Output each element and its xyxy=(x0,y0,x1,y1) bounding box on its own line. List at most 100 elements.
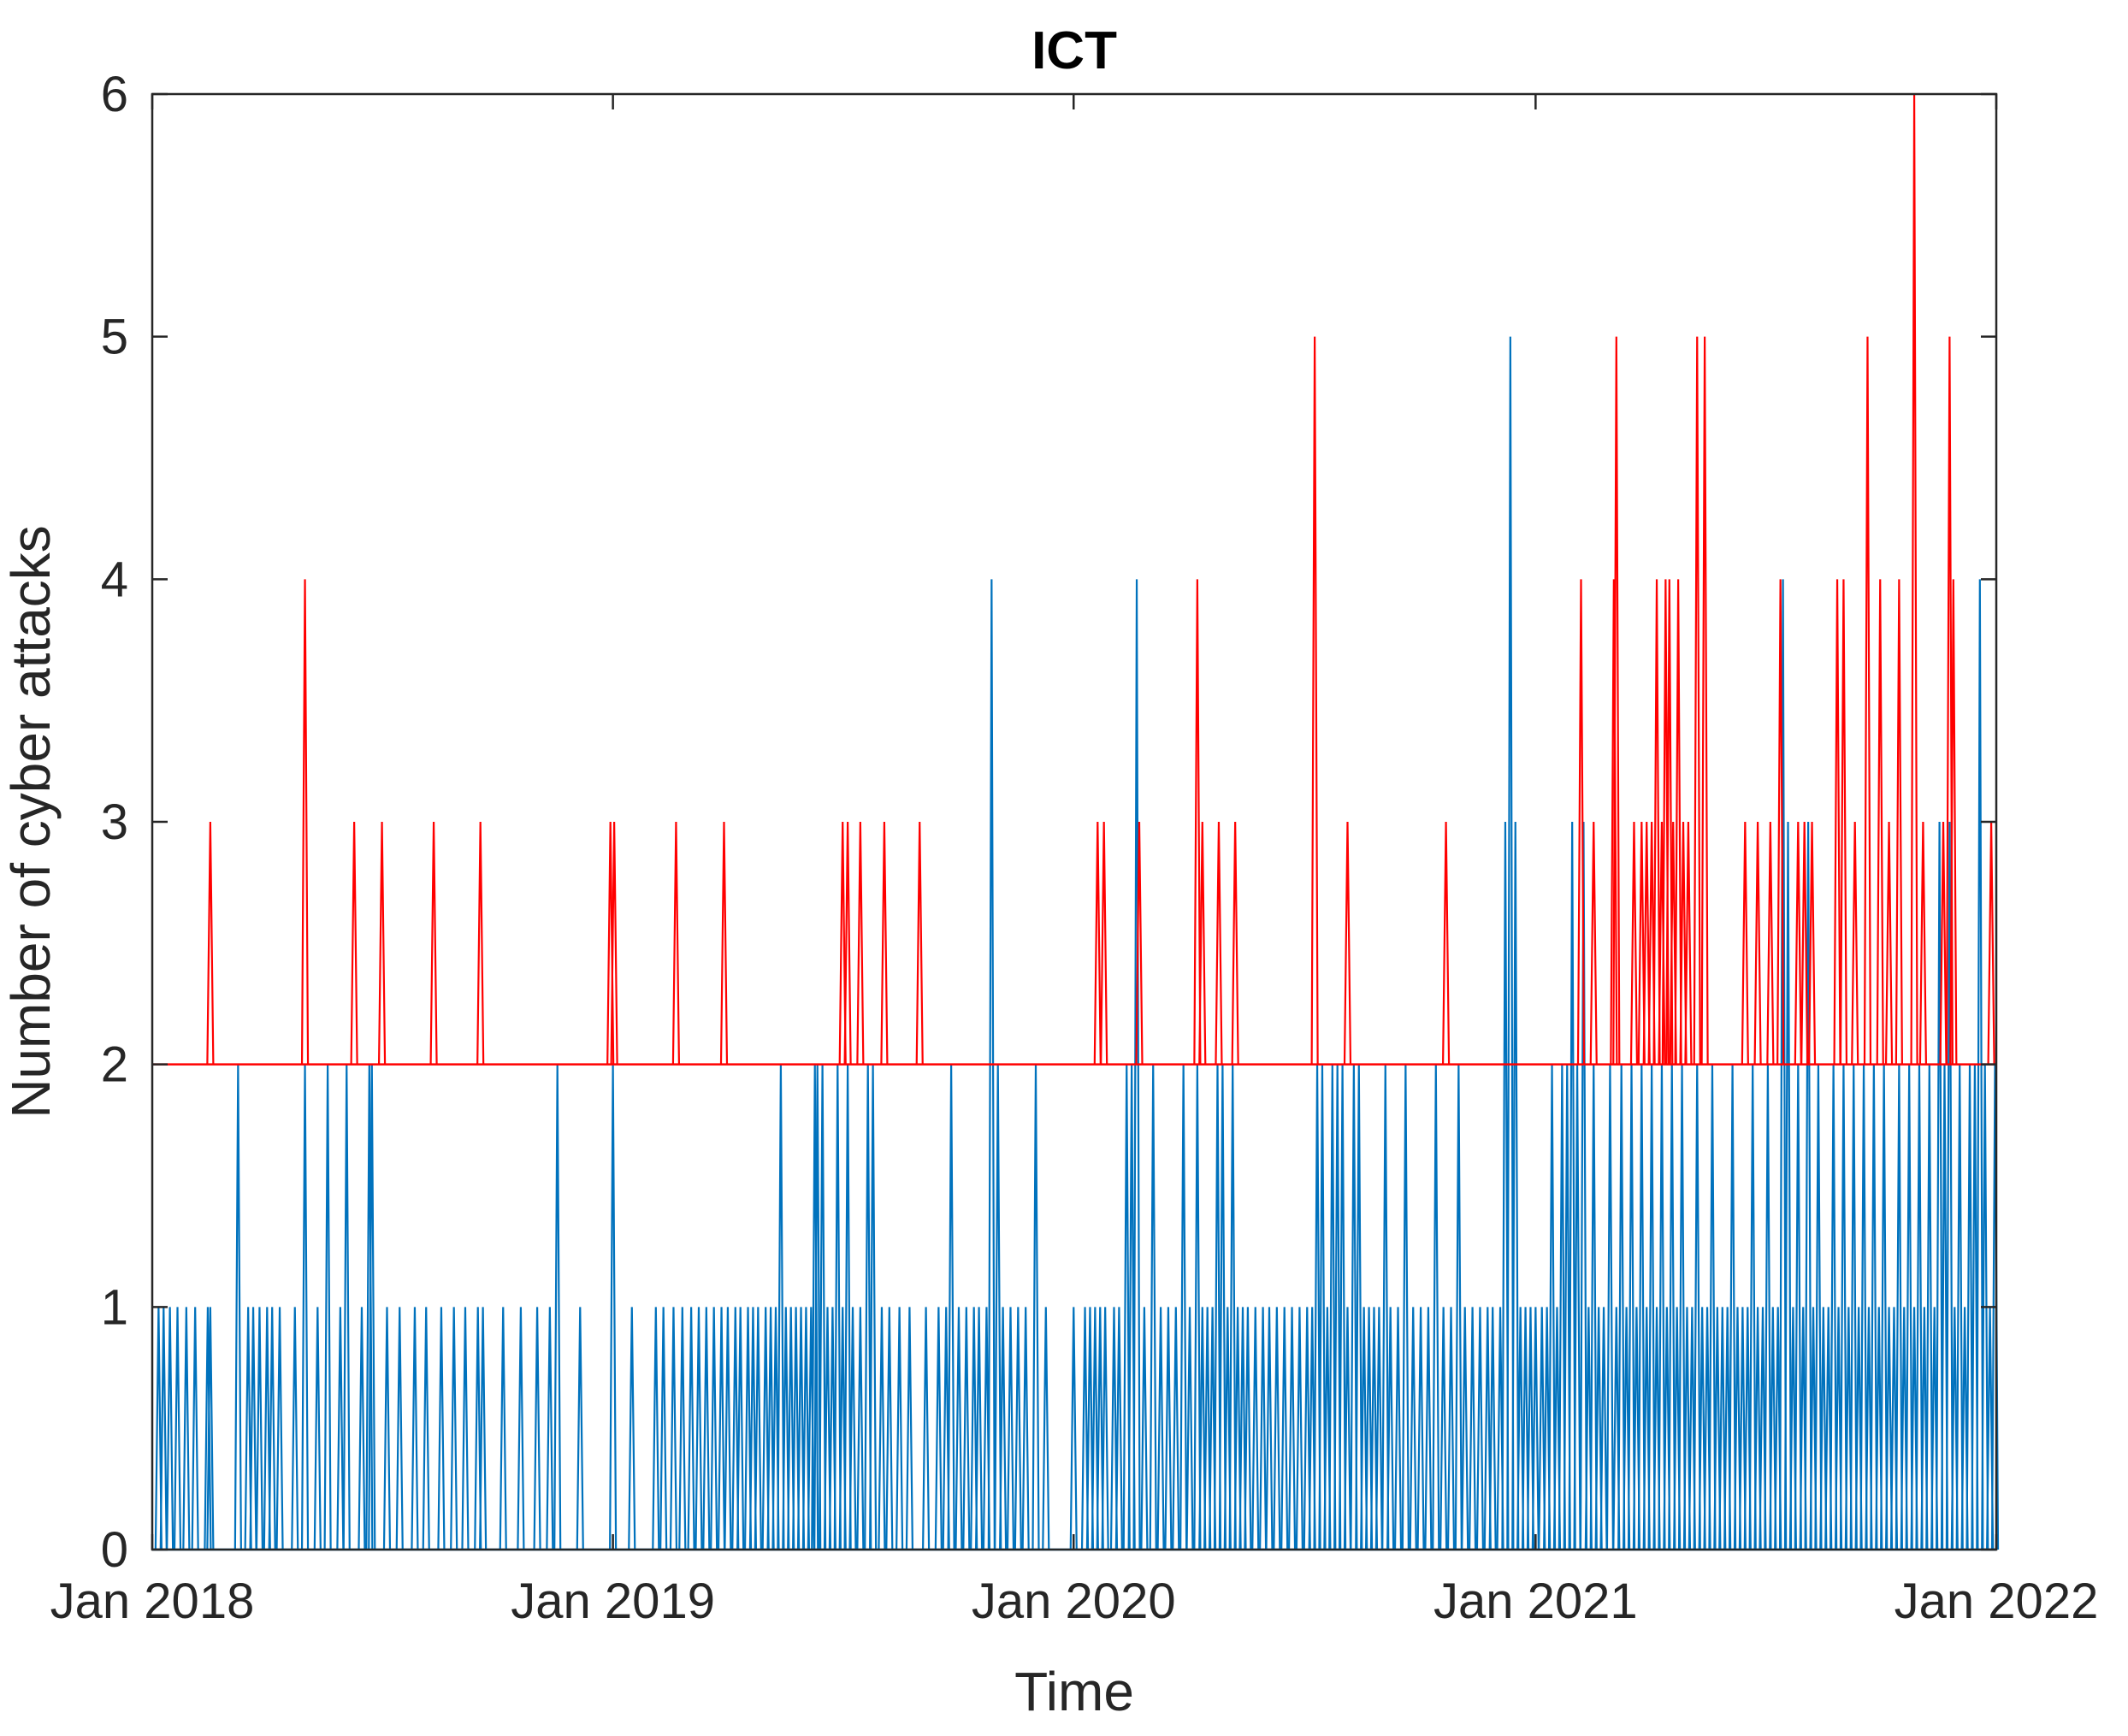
series-0-spike xyxy=(823,1307,832,1550)
series-0-spike xyxy=(1599,1307,1608,1550)
series-0-spike xyxy=(450,1307,458,1550)
series-0-spike xyxy=(206,1307,215,1550)
series-1-spike xyxy=(1949,579,1958,1065)
series-0-spike xyxy=(1682,1307,1692,1550)
series-0-spike xyxy=(1369,1307,1379,1550)
series-0-spike xyxy=(1698,1307,1706,1550)
series-0-spike xyxy=(1140,1307,1149,1550)
series-0-spike xyxy=(255,1307,264,1550)
series-0-spike xyxy=(1386,1307,1395,1550)
series-1-spike xyxy=(1231,821,1239,1065)
series-1-spike xyxy=(1637,821,1646,1065)
series-0-spike xyxy=(1738,1307,1747,1550)
series-0-spike xyxy=(1579,821,1588,1550)
y-tick-label: 6 xyxy=(101,67,128,122)
series-1-spike xyxy=(915,821,924,1065)
x-tick-label: Jan 2021 xyxy=(1433,1574,1638,1629)
series-0-spike xyxy=(1538,1307,1546,1550)
series-0-spike xyxy=(1014,1307,1022,1550)
series-1-spike xyxy=(1612,336,1621,1065)
series-0-spike xyxy=(249,1307,257,1550)
series-1-spike xyxy=(880,821,889,1065)
series-0-spike xyxy=(702,1307,711,1550)
series-1-spike xyxy=(1939,821,1948,1065)
series-0-spike xyxy=(1259,1307,1268,1550)
series-0-spike xyxy=(1475,1307,1485,1550)
series-1-spike xyxy=(1684,821,1693,1065)
series-1-spike xyxy=(610,821,618,1065)
series-0-spike xyxy=(1521,1307,1530,1550)
series-0-spike xyxy=(1238,1307,1247,1550)
series-1-spike xyxy=(1800,821,1809,1065)
series-0-spike xyxy=(659,1307,668,1550)
series-1-spike xyxy=(1135,821,1144,1065)
series-0-spike xyxy=(710,1307,718,1550)
series-0-spike xyxy=(1198,1307,1207,1550)
series-0-spike xyxy=(695,1307,703,1550)
series-0-spike xyxy=(987,579,996,1550)
series-0-spike xyxy=(792,1307,801,1550)
series-0-spike xyxy=(1085,1307,1095,1550)
series-1-spike xyxy=(1100,821,1108,1065)
series-0-spike xyxy=(1185,1307,1194,1550)
series-1-spike xyxy=(1766,821,1775,1065)
series-1-spike xyxy=(1807,821,1817,1065)
series-1-spike xyxy=(1343,821,1352,1065)
series-0-spike xyxy=(244,1307,252,1550)
series-0-spike xyxy=(754,1307,762,1550)
series-0-spike xyxy=(1091,1307,1099,1550)
series-0-spike xyxy=(848,1307,857,1550)
series-0-spike xyxy=(1733,1307,1742,1550)
series-1-spike xyxy=(1693,336,1701,1065)
y-tick-label: 0 xyxy=(101,1522,128,1578)
series-0-spike xyxy=(1265,1307,1274,1550)
series-0-spike xyxy=(1718,1307,1727,1550)
series-0-spike xyxy=(652,1307,660,1550)
series-0-spike xyxy=(1468,1307,1477,1550)
y-tick-label: 3 xyxy=(101,794,128,850)
series-0-spike xyxy=(1783,821,1793,1550)
series-1-spike xyxy=(1642,821,1651,1065)
series-1-spike xyxy=(1918,821,1928,1065)
series-0-spike xyxy=(1343,1307,1352,1550)
series-1-spike xyxy=(843,821,852,1065)
series-0-spike xyxy=(1461,1307,1469,1550)
series-0-spike xyxy=(1526,1307,1535,1550)
series-0-spike xyxy=(1446,1307,1456,1550)
series-1-spike xyxy=(429,821,438,1065)
series-0-spike xyxy=(1488,1307,1497,1550)
series-1-spike xyxy=(350,821,358,1065)
series-0-spike xyxy=(1374,1307,1383,1550)
series-0-spike xyxy=(1713,1307,1722,1550)
series-0-spike xyxy=(437,1307,446,1550)
y-tick-label: 5 xyxy=(101,310,128,365)
series-1-spike xyxy=(1610,579,1618,1065)
series-0-spike xyxy=(533,1307,541,1550)
series-1-spike xyxy=(206,821,215,1065)
series-0-spike xyxy=(191,1307,199,1550)
series-0-spike xyxy=(787,1307,795,1550)
series-0-spike xyxy=(474,1307,482,1550)
series-1-spike xyxy=(1589,821,1598,1065)
axes-box xyxy=(151,92,1998,1551)
y-tick-label: 1 xyxy=(101,1279,128,1335)
series-1-spike xyxy=(1215,821,1223,1065)
series-0-spike xyxy=(268,1307,276,1550)
series-0-spike xyxy=(291,1307,299,1550)
series-0-spike xyxy=(1273,1307,1281,1550)
x-tick-label: Jan 2018 xyxy=(50,1574,255,1629)
series-0-spike xyxy=(1409,1307,1417,1550)
series-0-spike xyxy=(411,1307,419,1550)
series-0-spike xyxy=(1244,1307,1252,1550)
series-0-spike xyxy=(724,1307,732,1550)
series-0-spike xyxy=(517,1307,525,1550)
series-1 xyxy=(152,93,1996,1066)
series-0-spike xyxy=(166,1307,174,1550)
series-0-spike xyxy=(896,1307,904,1550)
series-0-spike xyxy=(182,1307,191,1550)
series-1-spike xyxy=(1193,579,1202,1065)
series-0-spike xyxy=(1819,1307,1828,1550)
series-0-spike xyxy=(336,1307,345,1550)
series-1-spike xyxy=(1441,821,1451,1065)
